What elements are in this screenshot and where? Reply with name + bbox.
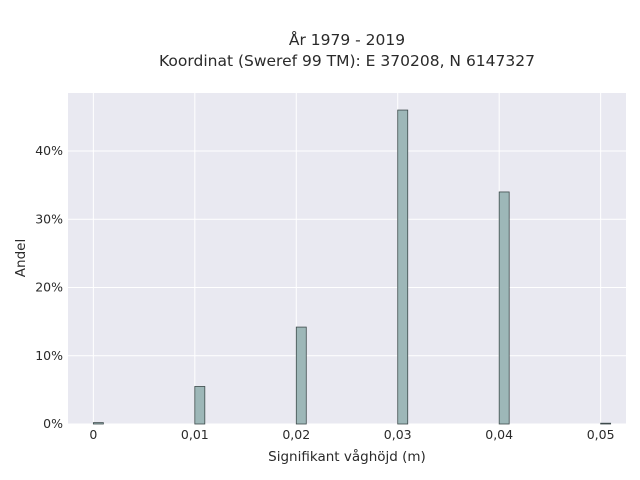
y-tick-label: 20% — [35, 280, 63, 295]
y-tick-label: 30% — [35, 211, 63, 226]
y-tick-label: 10% — [35, 348, 63, 363]
x-tick-label: 0 — [89, 427, 97, 442]
y-tick-label: 40% — [35, 143, 63, 158]
x-tick-label: 0,05 — [587, 427, 615, 442]
bar — [397, 109, 409, 425]
bar — [295, 326, 307, 425]
x-axis-label: Signifikant våghöjd (m) — [268, 448, 426, 465]
plot-area — [68, 93, 626, 424]
x-tick-label: 0,02 — [282, 427, 310, 442]
chart-title-line1: År 1979 - 2019 — [289, 30, 405, 49]
x-axis-ticks: 0 0,01 0,02 0,03 0,04 0,05 — [89, 427, 614, 442]
x-tick-label: 0,03 — [384, 427, 412, 442]
x-tick-label: 0,01 — [181, 427, 209, 442]
y-tick-label: 0% — [43, 416, 63, 431]
bar — [194, 386, 206, 425]
bar — [600, 422, 612, 425]
bars — [92, 109, 612, 425]
y-axis-ticks: 0% 10% 20% 30% 40% — [35, 143, 63, 431]
bar — [92, 422, 104, 425]
bar — [498, 191, 510, 425]
y-axis-label: Andel — [13, 239, 29, 277]
x-tick-label: 0,04 — [485, 427, 513, 442]
chart-title-line2: Koordinat (Sweref 99 TM): E 370208, N 61… — [159, 52, 535, 70]
